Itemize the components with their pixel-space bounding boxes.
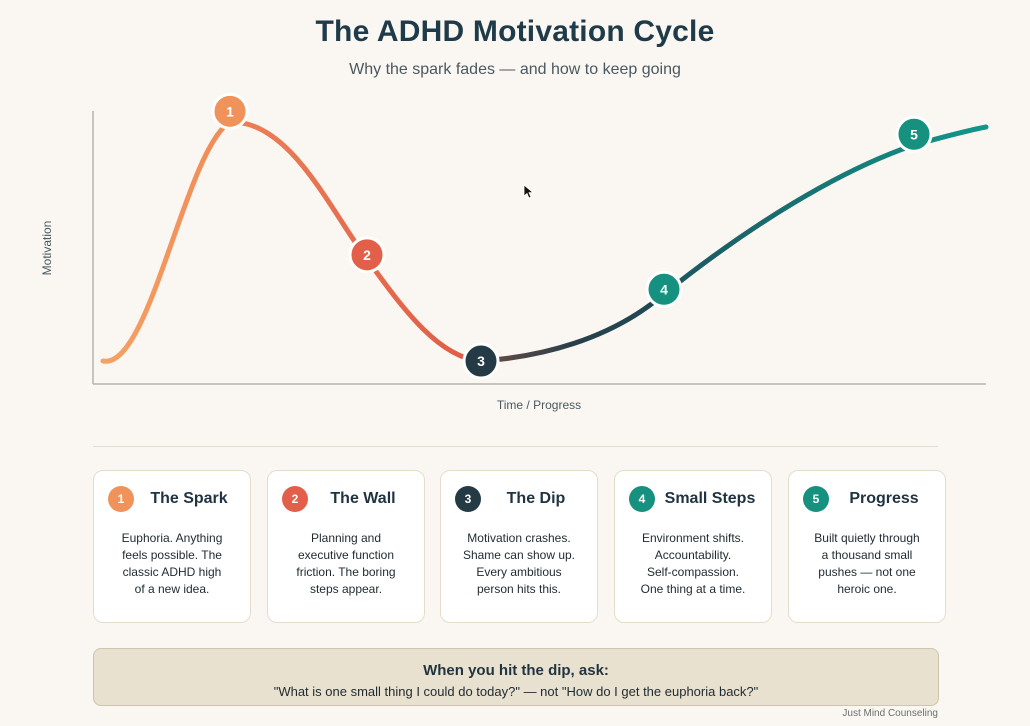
y-axis-label: Motivation: [40, 220, 54, 276]
stage-marker-circle: [645, 270, 683, 308]
reflection-callout: When you hit the dip, ask: "What is one …: [93, 648, 939, 706]
stage-marker-number: 2: [363, 247, 371, 263]
stage-marker-circle: [211, 92, 249, 130]
stage-card-spark: 1 The Spark Euphoria. Anything feels poss…: [93, 470, 251, 623]
stage-card-small-steps: 4 Small Steps Environment shifts. Account…: [614, 470, 772, 623]
stage-card-description: Motivation crashes. Shame can show up. Eve…: [462, 531, 576, 596]
motivation-curve-chart: 1 2 3 4 5: [92, 92, 989, 385]
stage-marker-progress: 5: [895, 115, 933, 153]
x-axis-label: Time / Progress: [496, 398, 582, 412]
stage-marker-number: 4: [660, 281, 668, 297]
credit-text: Just Mind Counseling: [842, 708, 938, 719]
section-divider: [93, 446, 938, 447]
stage-marker-dip: 3: [462, 342, 500, 380]
stage-marker-number: 3: [477, 353, 485, 369]
stage-marker-wall: 2: [348, 236, 386, 274]
stage-card-description: Euphoria. Anything feels possible. The cla…: [121, 531, 223, 596]
stage-card-wall: 2 The Wall Planning and executive functio…: [267, 470, 425, 623]
stage-card-dip: 3 The Dip Motivation crashes. Shame can s…: [440, 470, 598, 623]
stage-marker-circle: [348, 236, 386, 274]
curve-segment-spark: [100, 119, 233, 364]
stage-card-title: Small Steps: [664, 490, 756, 507]
stage-number-badge: 2: [282, 486, 308, 512]
diagram-title: The ADHD Motivation Cycle: [315, 15, 715, 48]
stage-marker-small-steps: 4: [645, 270, 683, 308]
mouse-pointer-icon: [523, 184, 535, 199]
stage-number-badge: 3: [455, 486, 481, 512]
stage-card-title: The Wall: [330, 490, 396, 507]
stage-number-badge: 1: [108, 486, 134, 512]
curve-segment-rise: [661, 124, 989, 297]
stage-card-title: The Spark: [150, 490, 228, 507]
stage-number-badge: 4: [629, 486, 655, 512]
stage-card-title: Progress: [849, 490, 919, 507]
stage-marker-spark: 1: [211, 92, 249, 130]
stage-card-title: The Dip: [506, 490, 566, 507]
stage-number-badge: 5: [803, 486, 829, 512]
stage-card-description: Built quietly through a thousand small pus…: [814, 531, 920, 596]
callout-text: "What is one small thing I could do toda…: [273, 684, 759, 699]
curve-segment-dip: [478, 291, 667, 364]
stage-marker-number: 5: [910, 126, 918, 142]
stage-marker-circle: [895, 115, 933, 153]
stage-card-description: Environment shifts. Accountability. Self-c…: [640, 531, 746, 596]
stage-cards: 1 The Spark Euphoria. Anything feels poss…: [93, 470, 948, 625]
diagram-subtitle: Why the spark fades — and how to keep go…: [349, 61, 681, 78]
callout-title: When you hit the dip, ask:: [423, 662, 609, 679]
stage-card-progress: 5 Progress Built quietly through a thousa…: [788, 470, 946, 623]
stage-marker-number: 1: [226, 103, 234, 119]
stage-card-description: Planning and executive function friction. …: [296, 531, 396, 596]
stage-marker-circle: [462, 342, 500, 380]
